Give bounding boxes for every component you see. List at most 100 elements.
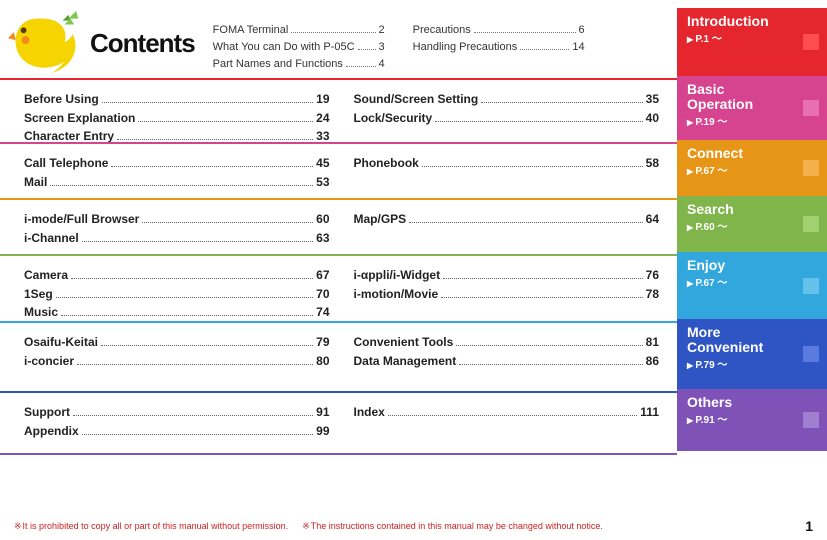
toc-label: Before Using — [24, 90, 99, 109]
section-tab: OthersP.91 ～ — [677, 389, 827, 451]
contents-body: IntroductionP.1 ～Basic OperationP.19 ～Co… — [0, 80, 827, 540]
toc-label: Index — [354, 403, 385, 422]
tab-subtitle: P.60 ～ — [687, 218, 797, 233]
toc-row: i-αppli/i-Widget 76 — [354, 266, 660, 285]
toc-row: Screen Explanation 24 — [24, 109, 330, 128]
toc-page: 76 — [646, 266, 659, 285]
toc-label: i-concier — [24, 352, 74, 371]
tab-accent-square — [803, 160, 819, 176]
tab-title: Basic Operation — [687, 82, 797, 112]
toc-page: 63 — [316, 229, 329, 248]
toc-row: i-mode/Full Browser60 — [24, 210, 330, 229]
toc-row: Appendix 99 — [24, 422, 330, 441]
toc-page: 4 — [379, 56, 385, 73]
toc-page: 111 — [640, 403, 659, 422]
toc-page: 53 — [316, 173, 329, 192]
footer-note: The instructions contained in this manua… — [302, 521, 603, 532]
toc-label: Map/GPS — [354, 210, 407, 229]
tab-subtitle: P.67 ～ — [687, 162, 797, 177]
section-tab: EnjoyP.67 ～ — [677, 252, 827, 319]
tab-title: More Convenient — [687, 325, 797, 355]
toc-row: Before Using 19 — [24, 90, 330, 109]
tab-accent-square — [803, 34, 819, 50]
toc-page: 86 — [646, 352, 659, 371]
toc-page: 3 — [379, 39, 385, 56]
toc-row: Phonebook58 — [354, 154, 660, 173]
toc-row: Precautions6 — [413, 22, 585, 39]
toc-label: Data Management — [354, 352, 457, 371]
toc-label: FOMA Terminal — [213, 22, 289, 39]
section-separator — [0, 453, 677, 455]
toc-label: i-motion/Movie — [354, 285, 439, 304]
toc-page: 67 — [316, 266, 329, 285]
toc-label: Appendix — [24, 422, 79, 441]
tab-accent-square — [803, 412, 819, 428]
toc-label: Screen Explanation — [24, 109, 135, 128]
intro-toc: FOMA Terminal 2 What You can Do with P-05C… — [213, 22, 585, 73]
toc-page: 40 — [646, 109, 659, 128]
tab-title: Search — [687, 202, 797, 217]
toc-label: Support — [24, 403, 70, 422]
section-tab: IntroductionP.1 ～ — [677, 8, 827, 76]
toc-row: i-concier80 — [24, 352, 330, 371]
toc-page: 64 — [646, 210, 659, 229]
section-tab: Basic OperationP.19 ～ — [677, 76, 827, 140]
page-title: Contents — [90, 28, 195, 59]
toc-label: Phonebook — [354, 154, 419, 173]
toc-row: Map/GPS 64 — [354, 210, 660, 229]
toc-row: Part Names and Functions4 — [213, 56, 385, 73]
tab-title: Connect — [687, 146, 797, 161]
toc-row: Handling Precautions 14 — [413, 39, 585, 56]
toc-label: What You can Do with P-05C — [213, 39, 355, 56]
toc-page: 2 — [379, 22, 385, 39]
toc-row: i-Channel 63 — [24, 229, 330, 248]
footer: It is prohibited to copy all or part of … — [0, 518, 827, 534]
toc-page: 60 — [316, 210, 329, 229]
toc-label: Precautions — [413, 22, 471, 39]
toc-label: Music — [24, 303, 58, 322]
toc-row: i-motion/Movie78 — [354, 285, 660, 304]
tab-title: Enjoy — [687, 258, 797, 273]
toc-row: Osaifu-Keitai79 — [24, 333, 330, 352]
toc-page: 79 — [316, 333, 329, 352]
section-band: Support 91 Appendix 99 Index 111 — [0, 393, 677, 455]
section-tabs: IntroductionP.1 ～Basic OperationP.19 ～Co… — [677, 8, 827, 451]
toc-page: 91 — [316, 403, 329, 422]
toc-row: Mail 53 — [24, 173, 330, 192]
tab-accent-square — [803, 346, 819, 362]
toc-row: Data Management 86 — [354, 352, 660, 371]
toc-row: Lock/Security 40 — [354, 109, 660, 128]
tab-subtitle: P.91 ～ — [687, 411, 797, 426]
toc-page: 19 — [316, 90, 329, 109]
toc-label: Mail — [24, 173, 47, 192]
bird-icon — [8, 8, 86, 78]
tab-subtitle: P.79 ～ — [687, 356, 797, 371]
section-band: i-mode/Full Browser60i-Channel 63 Map/GPS 6… — [0, 200, 677, 256]
toc-label: Handling Precautions — [413, 39, 518, 56]
section-tab: SearchP.60 ～ — [677, 196, 827, 252]
page-number: 1 — [805, 518, 813, 534]
toc-row: Convenient Tools81 — [354, 333, 660, 352]
toc-row: Music74 — [24, 303, 330, 322]
tab-title: Introduction — [687, 14, 797, 29]
toc-label: Sound/Screen Setting — [354, 90, 479, 109]
toc-page: 45 — [316, 154, 329, 173]
toc-label: i-Channel — [24, 229, 79, 248]
toc-label: Lock/Security — [354, 109, 433, 128]
toc-row: FOMA Terminal 2 — [213, 22, 385, 39]
toc-label: Camera — [24, 266, 68, 285]
section-band: Call Telephone45Mail53Phonebook58 — [0, 144, 677, 200]
tab-accent-square — [803, 216, 819, 232]
toc-page: 70 — [316, 285, 329, 304]
tab-title: Others — [687, 395, 797, 410]
toc-label: i-αppli/i-Widget — [354, 266, 441, 285]
toc-page: 99 — [316, 422, 329, 441]
section-tab: ConnectP.67 ～ — [677, 140, 827, 196]
footer-note: It is prohibited to copy all or part of … — [14, 521, 288, 532]
toc-page: 24 — [316, 109, 329, 128]
tab-accent-square — [803, 100, 819, 116]
toc-page: 14 — [572, 39, 584, 56]
section-band: Before Using19Screen Explanation24Charac… — [0, 80, 677, 144]
toc-page: 81 — [646, 333, 659, 352]
tab-subtitle: P.67 ～ — [687, 274, 797, 289]
